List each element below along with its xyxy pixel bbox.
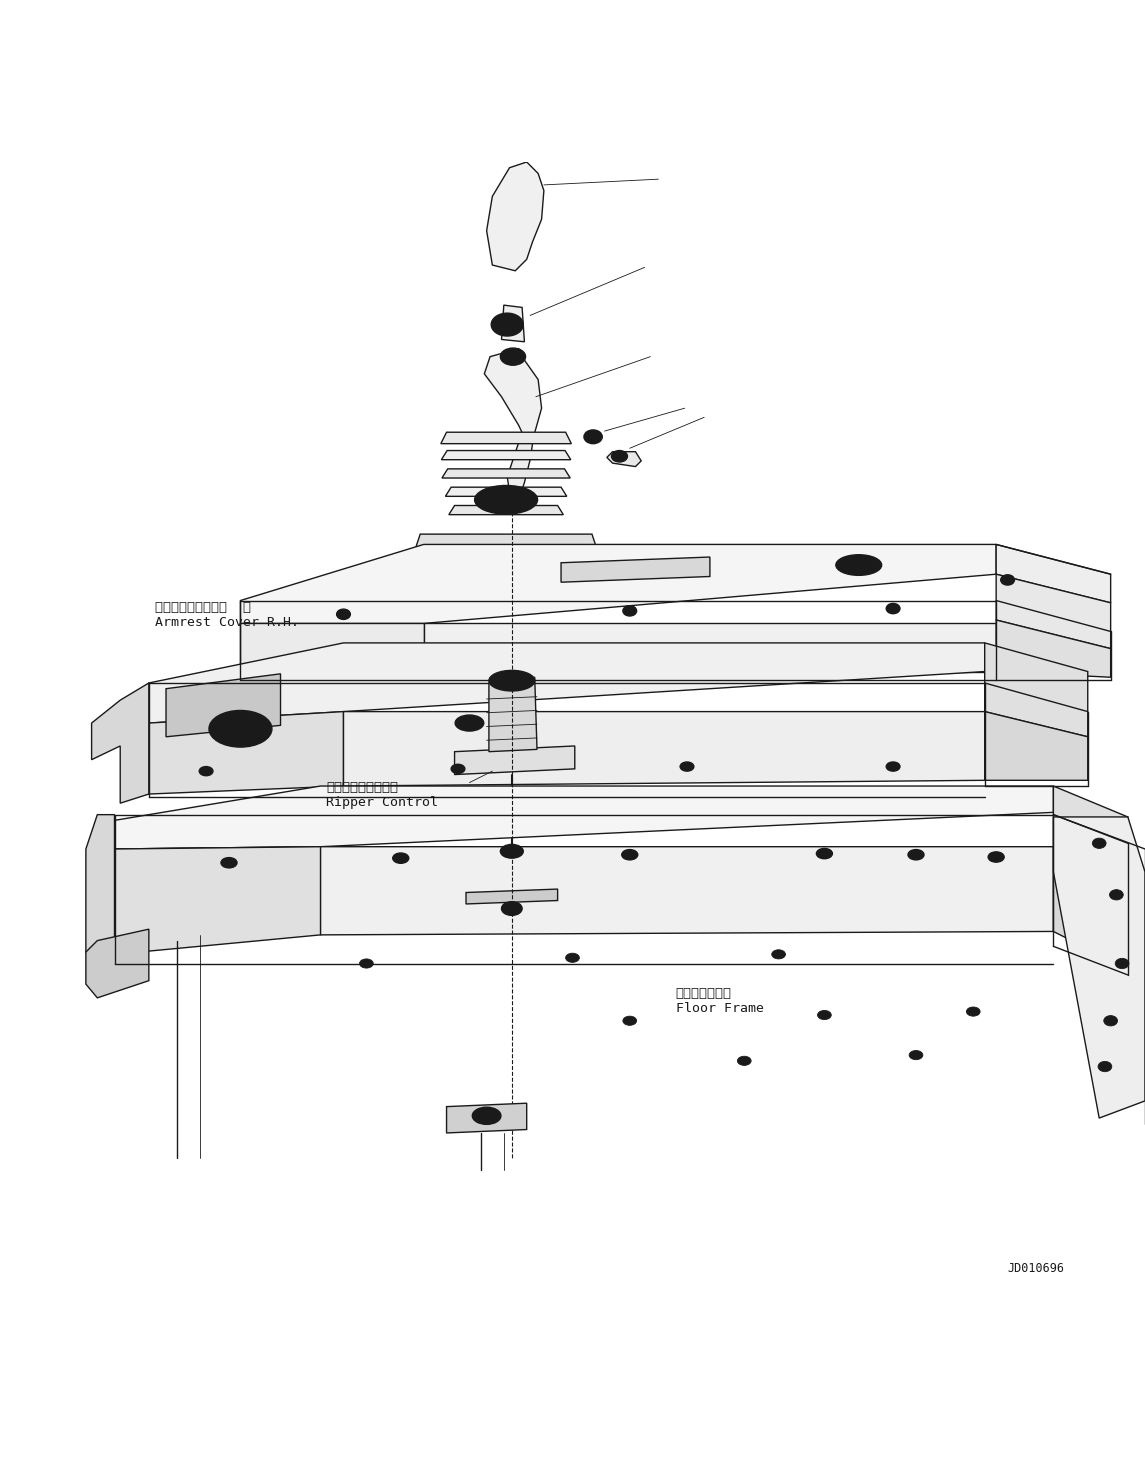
Polygon shape [442,469,570,477]
Polygon shape [414,535,598,551]
Polygon shape [86,815,115,984]
Text: Floor Frame: Floor Frame [676,1002,764,1015]
Polygon shape [502,306,524,342]
Polygon shape [996,574,1111,649]
Polygon shape [487,162,544,270]
Polygon shape [442,451,570,460]
Ellipse shape [772,950,785,959]
Polygon shape [484,348,542,442]
Ellipse shape [393,853,409,864]
Polygon shape [449,505,563,514]
Polygon shape [344,711,985,786]
Ellipse shape [1115,958,1129,968]
Ellipse shape [475,485,538,514]
Ellipse shape [491,313,523,336]
Ellipse shape [451,764,465,774]
Polygon shape [149,711,344,795]
Polygon shape [466,889,558,903]
Ellipse shape [502,902,522,915]
Ellipse shape [836,555,882,576]
Ellipse shape [816,849,832,859]
Polygon shape [489,677,537,752]
Ellipse shape [988,852,1004,862]
Ellipse shape [622,849,638,859]
Polygon shape [445,488,567,497]
Polygon shape [607,451,641,467]
Ellipse shape [337,610,350,620]
Ellipse shape [908,849,924,859]
Polygon shape [92,683,149,804]
Polygon shape [240,623,424,677]
Ellipse shape [1098,1062,1112,1072]
Polygon shape [166,674,281,737]
Text: リッパコントロール: リッパコントロール [326,782,398,795]
Ellipse shape [199,767,213,776]
Ellipse shape [1092,839,1106,849]
Polygon shape [114,846,321,955]
Polygon shape [114,786,1053,849]
Ellipse shape [1110,890,1123,900]
Ellipse shape [966,1008,980,1017]
Polygon shape [114,846,1053,877]
Polygon shape [985,711,1088,780]
Ellipse shape [500,845,523,858]
Ellipse shape [489,670,535,690]
Polygon shape [996,545,1111,602]
Polygon shape [561,557,710,582]
Text: Armrest Cover R.H.: Armrest Cover R.H. [155,616,299,629]
Ellipse shape [473,1108,502,1124]
Polygon shape [1053,786,1128,900]
Polygon shape [996,620,1111,677]
Polygon shape [86,930,149,997]
Text: フロアフレーム: フロアフレーム [676,987,732,1000]
Ellipse shape [818,1011,831,1019]
Ellipse shape [208,711,273,748]
Polygon shape [149,643,985,723]
Polygon shape [321,846,1053,934]
Polygon shape [455,746,575,774]
Polygon shape [507,436,534,499]
Ellipse shape [886,604,900,614]
Ellipse shape [1001,574,1014,585]
Ellipse shape [584,430,602,444]
Text: Ripper Control: Ripper Control [326,796,439,809]
Ellipse shape [909,1050,923,1059]
Polygon shape [447,1103,527,1133]
Ellipse shape [360,959,373,968]
Ellipse shape [737,1056,751,1065]
Ellipse shape [623,1017,637,1025]
Ellipse shape [886,762,900,771]
Ellipse shape [680,762,694,771]
Polygon shape [1053,817,1145,1118]
Ellipse shape [1104,1015,1118,1025]
Text: JD010696: JD010696 [1008,1262,1065,1275]
Ellipse shape [623,605,637,616]
Polygon shape [424,623,996,671]
Ellipse shape [611,451,627,461]
Polygon shape [985,643,1088,737]
Ellipse shape [500,348,526,366]
Polygon shape [441,432,571,444]
Polygon shape [1053,873,1128,970]
Ellipse shape [456,715,483,732]
Text: アームレストカバー  右: アームレストカバー 右 [155,601,251,614]
Ellipse shape [221,858,237,868]
Polygon shape [240,545,996,623]
Ellipse shape [566,953,579,962]
